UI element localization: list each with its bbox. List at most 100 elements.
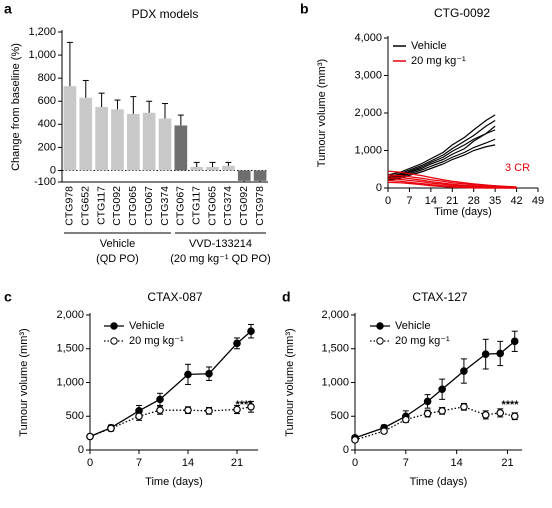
point bbox=[156, 406, 164, 414]
x-tick-label: CTG092 bbox=[111, 186, 123, 226]
point bbox=[205, 407, 213, 415]
x-tick-label: CTG374 bbox=[222, 186, 234, 226]
group-label: VVD-133214 bbox=[189, 238, 252, 250]
x-tick-label: 0 bbox=[87, 457, 93, 469]
y-tick-label: 3,000 bbox=[354, 69, 382, 81]
point bbox=[247, 327, 255, 336]
series-line bbox=[89, 406, 252, 438]
point bbox=[460, 367, 468, 375]
y-tick-label: 0 bbox=[376, 182, 382, 194]
x-tick-label: CTG978 bbox=[254, 186, 266, 226]
point bbox=[438, 407, 446, 415]
bar bbox=[142, 112, 156, 171]
point bbox=[496, 409, 505, 417]
bar bbox=[190, 167, 204, 171]
x-tick-label: CTG065 bbox=[206, 186, 218, 226]
x-tick-label: 0 bbox=[385, 195, 391, 207]
x-tick-label: CTG117 bbox=[95, 186, 107, 225]
y-tick-label: 2,000 bbox=[321, 309, 349, 321]
y-tick-label: 200 bbox=[38, 141, 56, 153]
point bbox=[107, 424, 115, 433]
point bbox=[156, 395, 164, 404]
annotation: **** bbox=[235, 399, 253, 411]
series-line bbox=[354, 406, 515, 441]
x-tick-label: 21 bbox=[231, 457, 243, 469]
tumour-line bbox=[387, 114, 496, 176]
legend-marker bbox=[376, 322, 384, 330]
bar bbox=[253, 170, 267, 181]
legend-marker bbox=[376, 337, 384, 345]
point bbox=[481, 411, 490, 419]
bar bbox=[237, 170, 251, 181]
y-tick-label: 0 bbox=[78, 444, 84, 456]
point bbox=[184, 406, 192, 414]
y-tick-label: 1,000 bbox=[28, 49, 56, 61]
annotation: 3 CR bbox=[505, 162, 530, 174]
panel-letter: c bbox=[4, 289, 12, 305]
point bbox=[438, 385, 446, 394]
chart-title: CTG-0092 bbox=[434, 6, 490, 20]
x-tick-label: 14 bbox=[182, 457, 194, 469]
y-tick-label: 1,500 bbox=[321, 343, 349, 355]
tumour-line bbox=[387, 138, 496, 181]
bar bbox=[63, 86, 77, 171]
panel-letter: d bbox=[282, 289, 291, 305]
series-line bbox=[354, 340, 516, 439]
y-tick-label: -100 bbox=[34, 176, 56, 188]
y-tick-label: 400 bbox=[38, 118, 56, 130]
x-tick-label: 42 bbox=[510, 195, 522, 207]
tumour-line bbox=[387, 181, 517, 189]
bar bbox=[222, 165, 235, 171]
x-tick-label: 49 bbox=[532, 195, 544, 207]
point bbox=[380, 427, 388, 435]
x-tick-label: CTG067 bbox=[143, 186, 155, 226]
x-axis-label: Time (days) bbox=[410, 476, 468, 488]
point bbox=[510, 337, 519, 346]
group-sublabel: (QD PO) bbox=[96, 253, 139, 265]
x-tick-label: 21 bbox=[446, 195, 458, 207]
legend-label: Vehicle bbox=[411, 40, 446, 52]
x-tick-label: CTG117 bbox=[190, 186, 202, 225]
y-tick-label: 1,000 bbox=[321, 376, 349, 388]
chart-title: PDX models bbox=[132, 7, 199, 21]
tumour-line bbox=[387, 119, 496, 178]
y-tick-label: 600 bbox=[38, 95, 56, 107]
x-tick-label: 14 bbox=[425, 195, 437, 207]
tumour-line bbox=[387, 174, 517, 188]
x-tick-label: 7 bbox=[136, 457, 142, 469]
group-sublabel: (20 mg kg⁻¹ QD PO) bbox=[170, 253, 271, 265]
y-tick-label: 4,000 bbox=[354, 32, 382, 44]
x-tick-label: 0 bbox=[352, 457, 358, 469]
point bbox=[247, 402, 255, 411]
series-line bbox=[89, 330, 252, 438]
point bbox=[233, 339, 241, 348]
y-tick-label: 500 bbox=[331, 410, 349, 422]
point bbox=[86, 432, 94, 441]
x-axis-label: Time (days) bbox=[434, 206, 492, 218]
x-tick-label: CTG065 bbox=[127, 186, 139, 226]
point bbox=[351, 436, 359, 444]
panel-letter: b bbox=[300, 1, 309, 17]
bar bbox=[79, 97, 93, 171]
x-tick-label: CTG374 bbox=[159, 186, 171, 226]
legend-marker bbox=[110, 322, 118, 330]
legend-label: 20 mg kg⁻¹ bbox=[411, 55, 466, 67]
y-axis-label: Tumour volume (mm³) bbox=[284, 328, 296, 436]
y-tick-label: 1,200 bbox=[28, 26, 56, 38]
y-tick-label: 1,000 bbox=[56, 376, 84, 388]
bar bbox=[158, 118, 172, 171]
annotation: **** bbox=[501, 399, 519, 411]
x-tick-label: CTG092 bbox=[238, 186, 250, 226]
y-axis-label: Change from baseline (%) bbox=[10, 43, 22, 171]
x-tick-label: 28 bbox=[468, 195, 480, 207]
y-tick-label: 2,000 bbox=[56, 309, 84, 321]
y-tick-label: 1,000 bbox=[354, 144, 382, 156]
bar bbox=[174, 125, 188, 171]
y-tick-label: 0 bbox=[343, 444, 349, 456]
y-axis-label: Tumour volume (mm³) bbox=[18, 328, 30, 436]
tumour-line bbox=[387, 129, 496, 179]
point bbox=[510, 412, 519, 421]
tumour-line bbox=[387, 170, 517, 188]
point bbox=[423, 397, 432, 406]
